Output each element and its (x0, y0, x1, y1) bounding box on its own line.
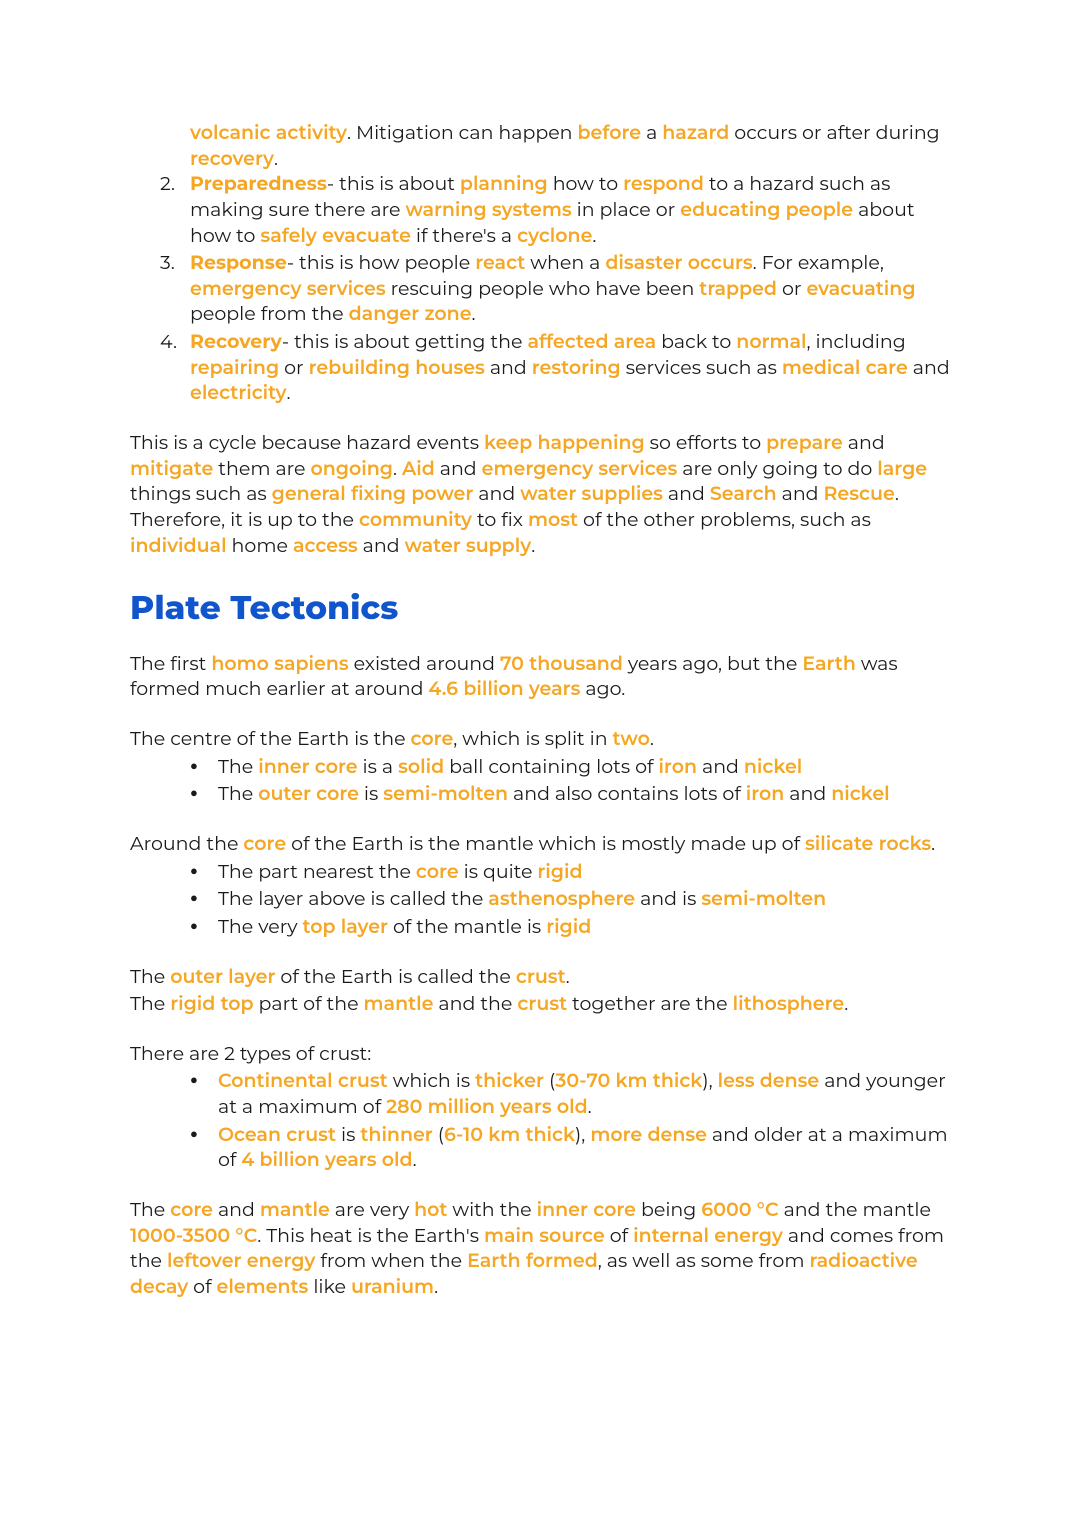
list-item-response: Response- this is how people react when … (160, 250, 950, 327)
list-item-mantle-top: The very top layer of the mantle is rigi… (190, 914, 950, 940)
hazard-cycle-list-continuation: volcanic activity. Mitigation can happen… (130, 120, 950, 406)
mantle-intro: Around the core of the Earth is the mant… (130, 831, 950, 857)
core-intro: The centre of the Earth is the core, whi… (130, 726, 950, 752)
list-item-mantle-near-core: The part nearest the core is quite rigid (190, 859, 950, 885)
list-item-continuation: volcanic activity. Mitigation can happen… (130, 120, 950, 171)
list-item-outer-core: The outer core is semi-molten and also c… (190, 781, 950, 807)
list-item-recovery: Recovery- this is about getting the affe… (160, 329, 950, 406)
crust-types-intro: There are 2 types of crust: (130, 1041, 950, 1067)
core-section: The centre of the Earth is the core, whi… (130, 726, 950, 807)
list-item-preparedness: Preparedness- this is about planning how… (160, 171, 950, 248)
list-item-continental-crust: Continental crust which is thicker (30-7… (190, 1068, 950, 1119)
core-list: The inner core is a solid ball containin… (130, 754, 950, 807)
mantle-list: The part nearest the core is quite rigid… (130, 859, 950, 940)
homo-sapiens-paragraph: The first homo sapiens existed around 70… (130, 651, 950, 702)
cycle-paragraph: This is a cycle because hazard events ke… (130, 430, 950, 558)
list-item-asthenosphere: The layer above is called the asthenosph… (190, 886, 950, 912)
mantle-section: Around the core of the Earth is the mant… (130, 831, 950, 940)
crust-lithosphere: The rigid top part of the mantle and the… (130, 991, 950, 1017)
hazard-cycle-list: Preparedness- this is about planning how… (130, 171, 950, 406)
crust-types-list: Continental crust which is thicker (30-7… (130, 1068, 950, 1173)
crust-outer-layer: The outer layer of the Earth is called t… (130, 964, 950, 990)
heat-paragraph: The core and mantle are very hot with th… (130, 1197, 950, 1300)
crust-types-section: There are 2 types of crust: Continental … (130, 1041, 950, 1173)
section-heading-plate-tectonics: Plate Tectonics (130, 586, 950, 631)
list-item-ocean-crust: Ocean crust is thinner (6-10 km thick), … (190, 1122, 950, 1173)
list-item-inner-core: The inner core is a solid ball containin… (190, 754, 950, 780)
crust-section: The outer layer of the Earth is called t… (130, 964, 950, 1017)
